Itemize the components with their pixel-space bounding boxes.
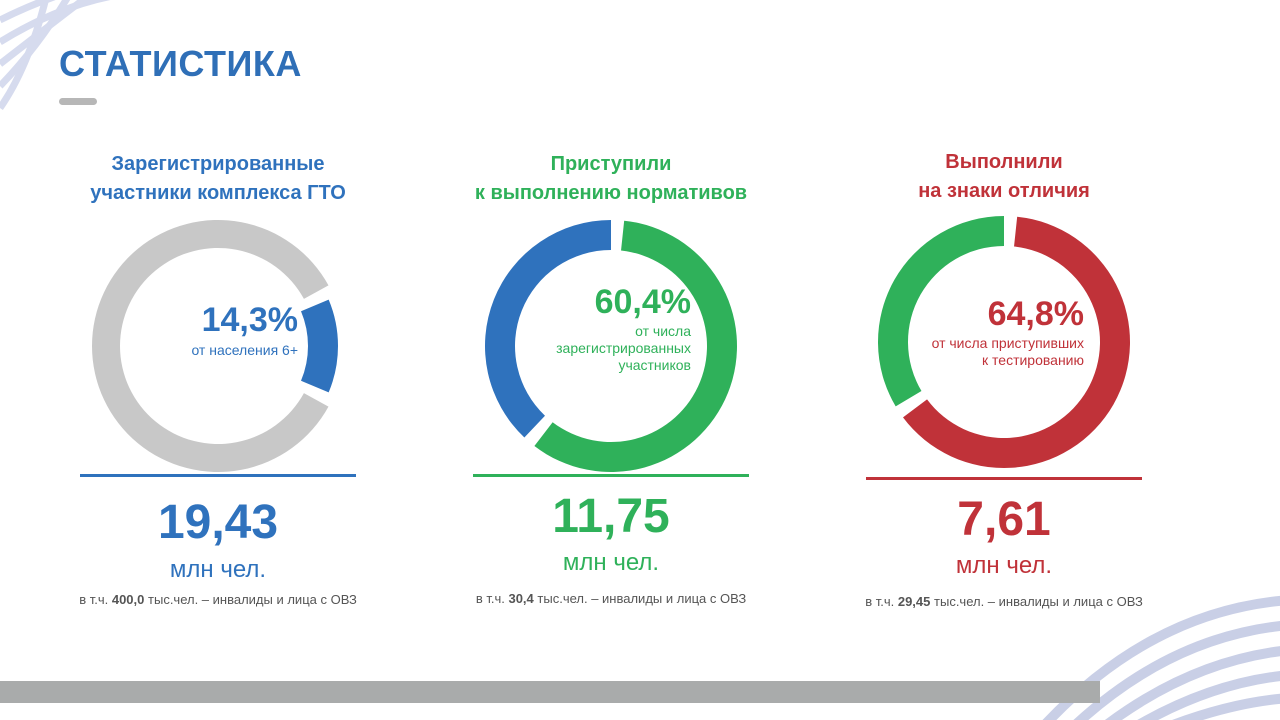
footnote-prefix: в т.ч.	[475, 591, 505, 606]
footnote: в т.ч. 29,45 тыс.чел. – инвалиды и лица …	[824, 594, 1184, 610]
donut-slice-highlight	[534, 220, 737, 472]
percent-note-line: от населения 6+	[191, 342, 298, 358]
column-heading-line: Выполнили	[945, 151, 1063, 173]
donut-slice-rest	[878, 216, 1004, 407]
title-underline	[59, 98, 97, 105]
stat-column-badges: Выполнили на знаки отличия 64,8% от числ…	[824, 0, 1184, 640]
column-heading: Зарегистрированные участники комплекса Г…	[38, 150, 398, 208]
donut-chart	[878, 216, 1130, 468]
percent-note-line: от числа приступивших	[931, 335, 1084, 351]
percent-note: от числа зарегистрированных участников	[491, 323, 691, 374]
footnote-value: 30,4	[508, 591, 534, 606]
footnote-suffix: тыс.чел. – инвалиды и лица с ОВЗ	[537, 591, 747, 606]
footnote-prefix: в т.ч.	[865, 594, 895, 609]
footnote-value: 29,45	[897, 594, 931, 609]
donut-slice-highlight	[301, 299, 338, 393]
footnote-suffix: тыс.чел. – инвалиды и лица с ОВЗ	[148, 592, 357, 607]
bottom-bar	[0, 681, 1100, 703]
total-value: 7,61	[957, 493, 1051, 546]
percent-label: 14,3%	[201, 301, 298, 339]
percent-note-line: зарегистрированных	[556, 340, 691, 356]
stat-column-registered: Зарегистрированные участники комплекса Г…	[38, 0, 398, 640]
total-unit: млн чел.	[562, 549, 660, 576]
percent-note-line: от числа	[635, 323, 691, 339]
divider-line	[80, 474, 356, 477]
divider-line	[473, 474, 749, 477]
stat-column-started: Приступили к выполнению нормативов 60,4%…	[431, 0, 791, 640]
footnote-prefix: в т.ч.	[79, 592, 109, 607]
percent-note-line: участников	[618, 357, 691, 373]
page-title: СТАТИСТИКА	[59, 43, 302, 84]
footnote: в т.ч. 30,4 тыс.чел. – инвалиды и лица с…	[431, 591, 791, 607]
column-heading: Выполнили на знаки отличия	[824, 148, 1184, 206]
column-heading-line: к выполнению нормативов	[474, 182, 748, 204]
column-heading-line: Зарегистрированные	[111, 153, 325, 175]
total-unit: млн чел.	[955, 552, 1053, 579]
total-value: 19,43	[157, 496, 279, 549]
column-heading-line: на знаки отличия	[918, 180, 1090, 202]
footnote-value: 400,0	[111, 592, 145, 607]
percent-label: 60,4%	[594, 283, 691, 321]
percent-note: от населения 6+	[98, 342, 298, 359]
column-heading-line: участники комплекса ГТО	[90, 182, 346, 204]
column-heading-line: Приступили	[550, 153, 672, 175]
column-heading: Приступили к выполнению нормативов	[431, 150, 791, 208]
percent-note-line: к тестированию	[982, 352, 1084, 368]
footnote-suffix: тыс.чел. – инвалиды и лица с ОВЗ	[934, 594, 1143, 609]
corner-decoration-top-left	[0, 0, 111, 111]
percent-note: от числа приступивших к тестированию	[864, 335, 1084, 369]
divider-line	[866, 477, 1142, 480]
donut-chart	[485, 220, 737, 472]
total-unit: млн чел.	[169, 556, 267, 583]
donut-slice-rest	[485, 220, 611, 438]
total-value: 11,75	[552, 490, 670, 543]
donut-chart	[92, 219, 338, 472]
footnote: в т.ч. 400,0 тыс.чел. – инвалиды и лица …	[38, 592, 398, 608]
percent-label: 64,8%	[987, 295, 1084, 333]
